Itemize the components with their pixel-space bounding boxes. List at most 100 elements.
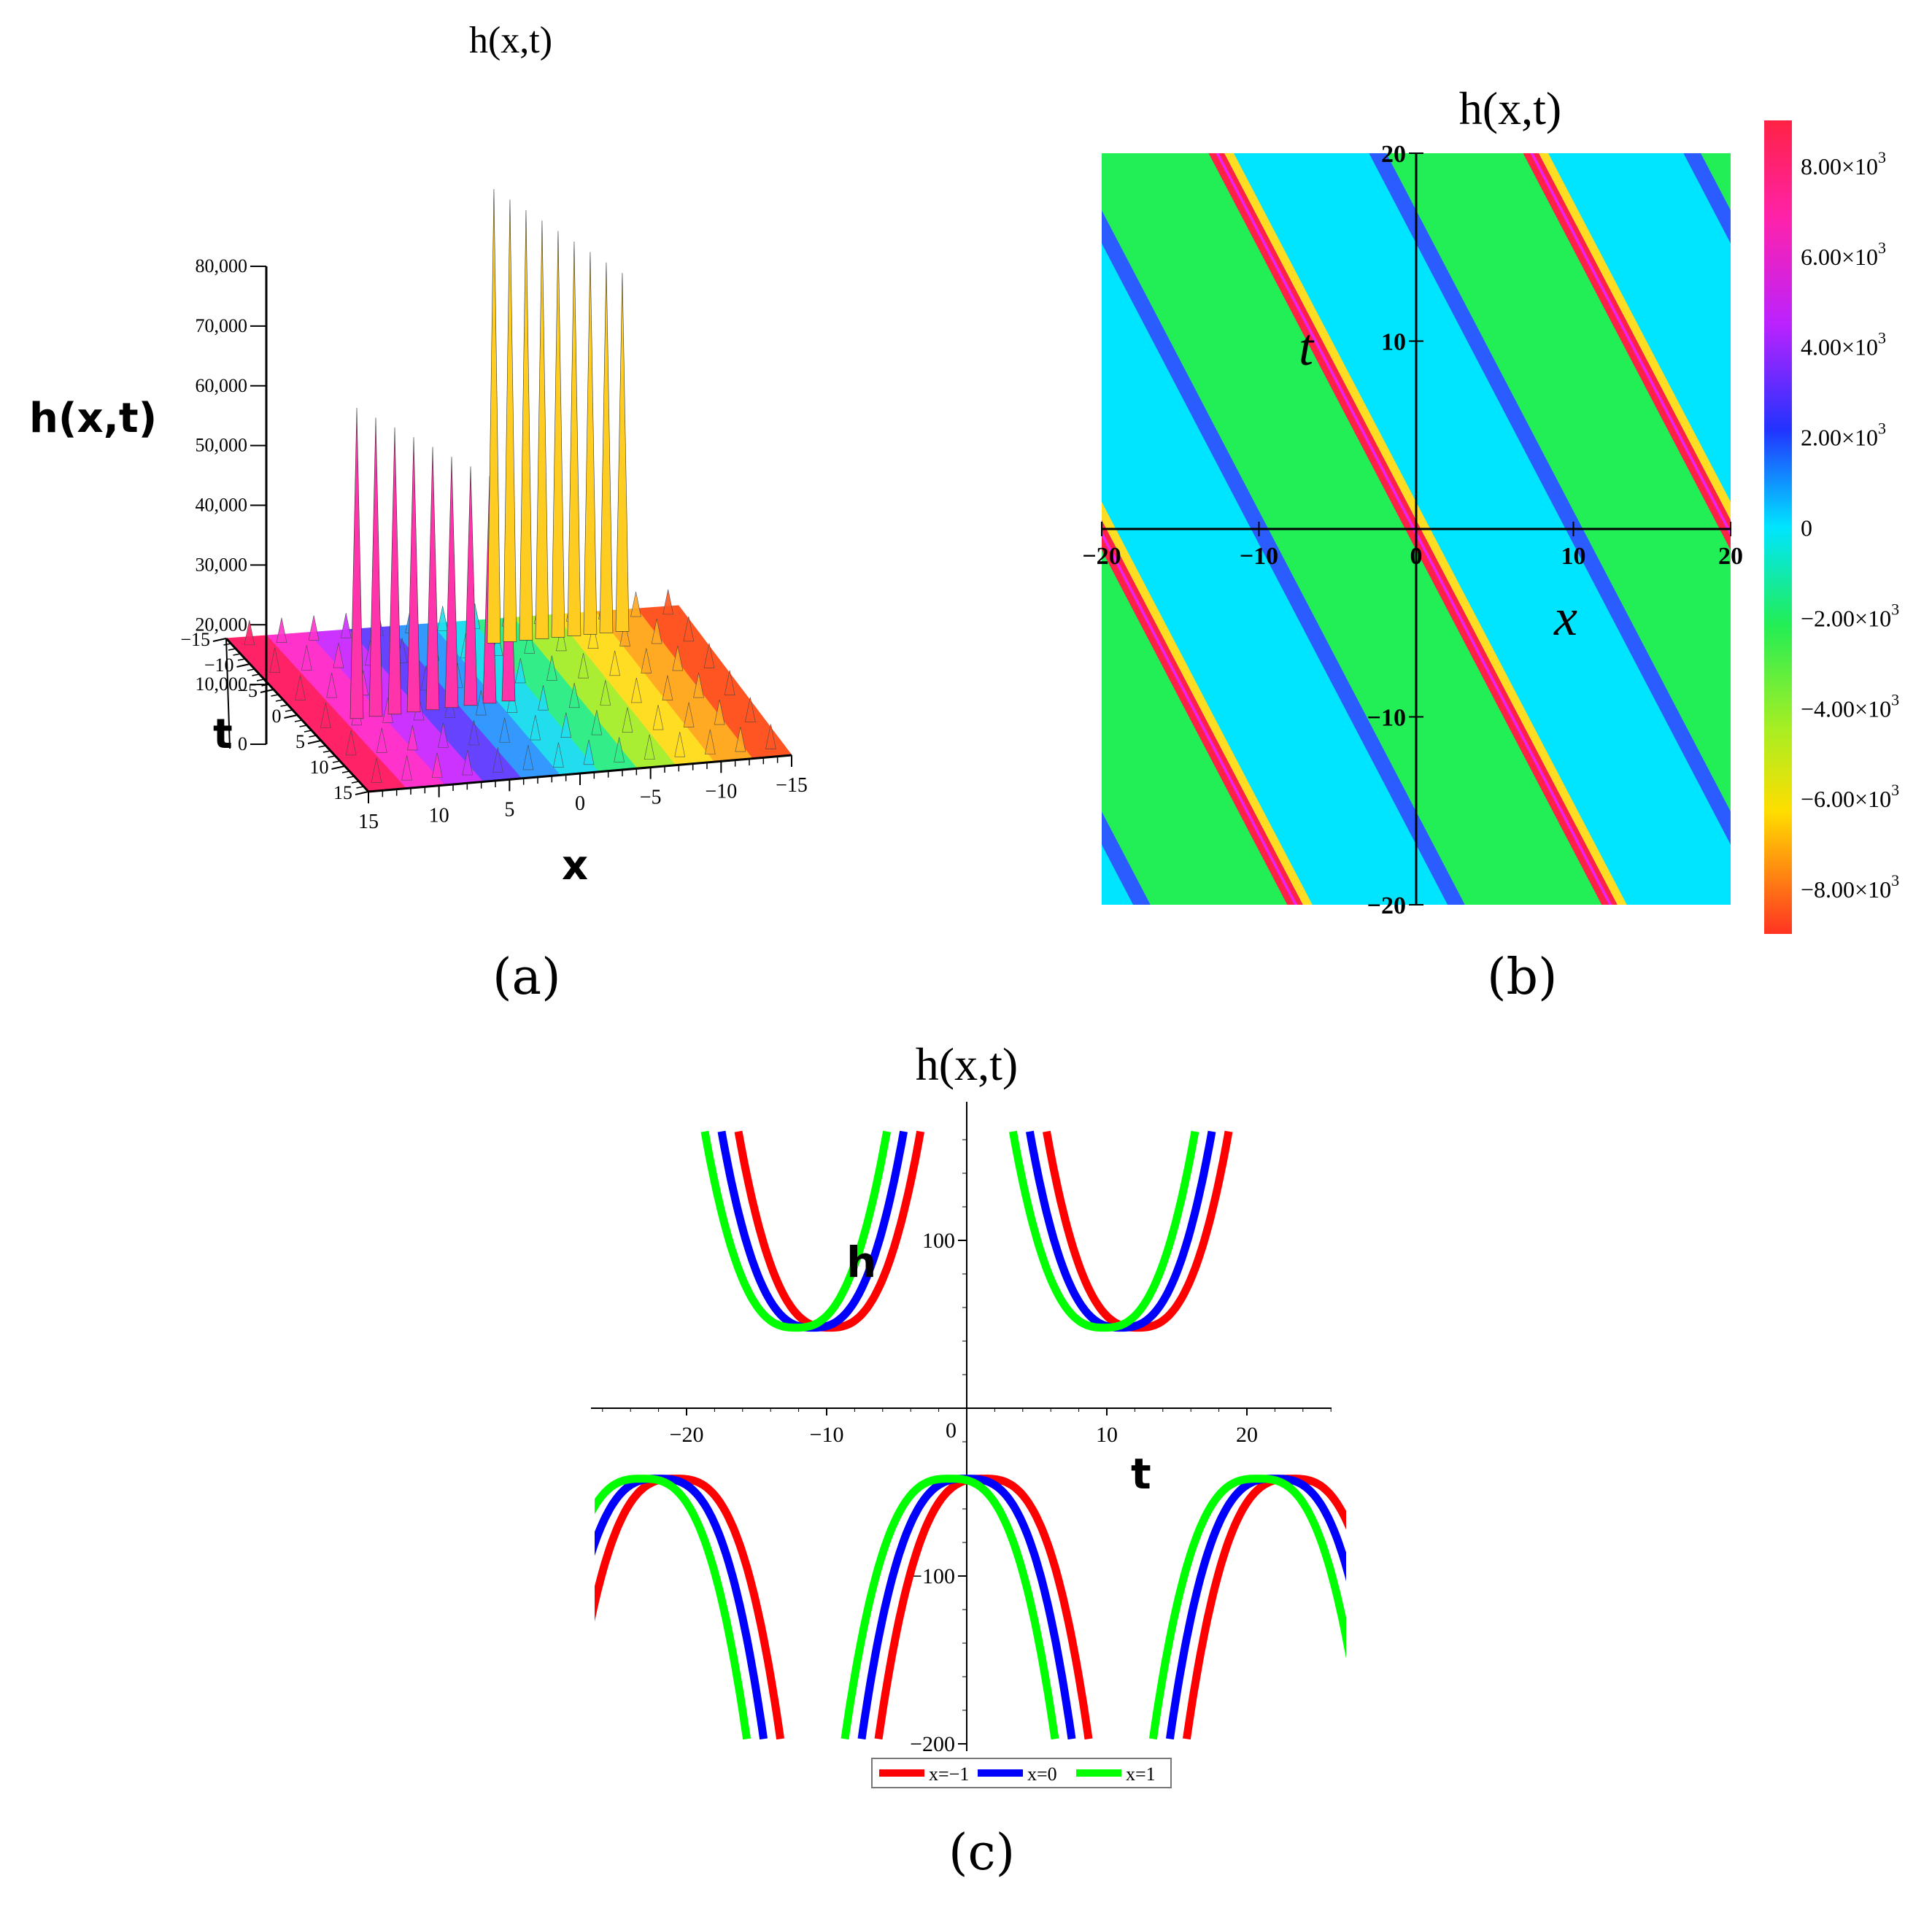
colorbar-tick-label: −4.00×103 [1801,690,1899,722]
colorbar-exponent: 3 [1878,239,1886,257]
tall-spike [599,262,614,633]
red-ridge [1523,153,1731,550]
floor-spike [765,724,776,749]
t-minor-tick [285,709,293,712]
t-minor-tick [237,658,246,661]
floor-spike [301,645,312,671]
t-minor-tick [309,735,317,738]
lower-curve-x=−1 [1182,1475,1346,1740]
x-tick-label: 5 [504,798,514,821]
z-tick-label: 50,000 [196,435,248,456]
colorbar-exponent: 3 [1878,329,1886,347]
hm-x-tick-label: 10 [1561,543,1586,570]
surface-layer [225,189,792,792]
hm-x-tick-label: −20 [1082,543,1121,570]
c-h-tick-label: −100 [910,1564,955,1588]
magenta-ridge [1102,530,1298,905]
colorbar-exponent: 3 [1878,148,1886,166]
hm-x-tick-label: 20 [1718,543,1743,570]
z-tick-label: 20,000 [196,614,248,635]
z-tick-label: 30,000 [196,554,248,575]
c-h-tick-label: 100 [922,1229,955,1253]
floor-spike [514,657,526,684]
line-t-label: t [1131,1449,1151,1499]
hm-y-tick-label: −20 [1367,892,1406,919]
tall-spike [519,209,533,641]
blue-edge [1801,73,1932,949]
t-minor-tick [351,781,360,784]
colorbar-tick-label: 4.00×103 [1801,329,1886,360]
t-tick-label: 10 [310,757,329,778]
floor-spike [630,592,641,617]
floor-spike [320,703,331,728]
t-minor-tick [328,755,336,758]
tall-spike [444,456,459,708]
upper-curve-x=1 [700,1130,892,1332]
floor-spike [644,734,655,760]
colorbar-exponent: 3 [1878,420,1886,438]
tall-spike [567,241,581,636]
x-tick-label: −10 [705,780,737,803]
z-tick-label: 40,000 [196,495,248,516]
t-tick-label: −15 [180,629,210,650]
floor-spike [468,719,479,746]
floor-spike [744,697,756,722]
hm-y-tick-label: −10 [1367,705,1406,732]
floor-spike [308,615,320,641]
floor-spike [553,742,564,768]
c-t-tick-label: 10 [1096,1423,1118,1447]
t-tick-label: 0 [272,706,282,727]
floor-spike [345,730,357,756]
c-origin-label: 0 [946,1418,957,1442]
floor-spike [276,617,287,643]
floor-spike [674,732,686,757]
t-minor-tick [280,704,288,707]
upper-curve-x=1 [1008,1130,1199,1332]
heatmap-title: h(x,t) [1459,82,1561,134]
tall-spike [349,408,364,719]
t-minor-tick [322,750,331,753]
floor-spike [560,712,572,738]
floor-spike [333,642,344,668]
colorbar-tick-label: −8.00×103 [1801,871,1899,903]
heatmap-stripes [1102,73,1932,949]
floor-spike [438,722,449,748]
floor-spike [376,727,387,753]
floor-spike [555,625,567,652]
t-minor-tick [356,786,364,789]
t-minor-tick [233,653,241,656]
floor-spike [662,589,674,615]
heatmap-t-label: t [1299,318,1315,376]
lower-curve-x=1 [595,1475,751,1740]
panel-b: h(x,t) −20 −10 0 10 20 20 10 −10 −20 t x 8.00×10… [1051,73,1932,1021]
tall-spike [551,231,565,638]
floor-spike [641,648,652,673]
t-minor-tick [252,673,260,676]
tall-spike [387,427,402,715]
z-tick-label: 80,000 [196,255,248,277]
t-minor-tick [360,791,369,794]
lower-curve-x=1 [1148,1475,1346,1740]
floor-spike [609,650,621,676]
chart-title: h(x,t) [469,20,552,61]
floor-spike [704,729,716,754]
legend-label: x=−1 [929,1764,969,1785]
tall-spike [503,199,517,642]
tall-spike [535,220,549,639]
tall-spike [487,189,501,644]
floor-spike [587,623,599,649]
floor-spike [583,739,595,765]
base-edge [225,638,231,749]
t-minor-tick [337,765,345,768]
line-title: h(x,t) [916,1038,1018,1090]
heatmap-axes: −20 −10 0 10 20 20 10 −10 −20 [1082,141,1743,919]
floor-spike [652,705,664,730]
floor-spike [326,672,337,698]
hm-y-tick-label: 20 [1381,141,1406,168]
colorbar-exponent: 3 [1891,600,1899,618]
c-t-tick-label: 20 [1236,1423,1258,1447]
floor-spike [522,744,534,770]
x-tick-label: −15 [776,774,808,797]
panel-label-b: (b) [1487,949,1558,1006]
